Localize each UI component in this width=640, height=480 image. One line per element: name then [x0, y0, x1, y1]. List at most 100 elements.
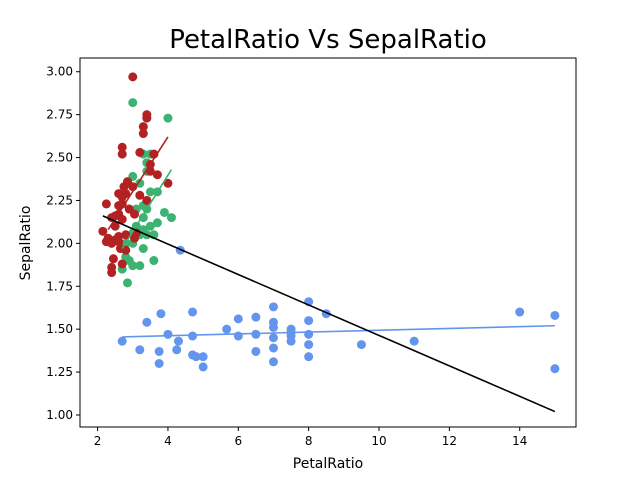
data-point-series-2 [119, 182, 129, 192]
data-point-series-0 [172, 345, 182, 355]
data-point-series-2 [114, 231, 124, 241]
data-point-series-0 [268, 343, 278, 353]
data-point-series-1 [138, 244, 148, 254]
data-point-series-0 [135, 345, 145, 355]
data-point-series-0 [188, 331, 198, 341]
y-tick-label: 3.00 [46, 65, 73, 79]
plot-area [98, 72, 560, 413]
data-point-series-0 [550, 364, 560, 374]
data-point-series-0 [304, 352, 314, 362]
y-axis: 1.00 1.25 1.50 1.75 2.00 2.25 2.50 2.75 3.00 [46, 65, 80, 422]
data-point-series-1 [145, 187, 155, 197]
y-tick-label: 1.50 [46, 322, 73, 336]
data-point-series-0 [251, 329, 261, 339]
data-point-series-2 [98, 226, 108, 236]
data-point-series-0 [356, 340, 366, 350]
data-point-series-0 [251, 346, 261, 356]
data-point-series-0 [268, 302, 278, 312]
data-point-series-0 [117, 336, 127, 346]
x-tick-label: 14 [512, 434, 527, 448]
data-point-series-0 [173, 336, 183, 346]
data-point-series-2 [138, 122, 148, 132]
data-point-series-2 [117, 199, 127, 209]
data-point-series-0 [515, 307, 525, 317]
data-point-series-1 [135, 261, 145, 271]
data-point-series-0 [233, 314, 243, 324]
fit-line-series-2 [107, 136, 169, 231]
y-tick-label: 1.25 [46, 365, 73, 379]
data-point-series-0 [154, 358, 164, 368]
x-tick-label: 4 [164, 434, 172, 448]
x-tick-label: 10 [371, 434, 386, 448]
y-tick-label: 2.50 [46, 151, 73, 165]
data-point-series-2 [108, 254, 118, 264]
x-tick-label: 2 [94, 434, 102, 448]
data-point-series-1 [159, 207, 169, 217]
data-point-series-1 [128, 261, 138, 271]
data-point-series-0 [409, 336, 419, 346]
x-axis-label: PetalRatio [293, 456, 363, 472]
x-axis: 2 4 6 8 10 12 14 [94, 427, 527, 448]
y-tick-label: 2.25 [46, 193, 73, 207]
chart-title: PetalRatio Vs SepalRatio [169, 25, 487, 55]
data-point-series-0 [156, 309, 166, 319]
data-point-series-2 [117, 259, 127, 269]
x-tick-label: 12 [442, 434, 457, 448]
data-point-series-1 [122, 278, 132, 288]
fit-line-series-3 [102, 215, 556, 413]
data-point-series-1 [128, 98, 138, 108]
data-point-series-0 [268, 333, 278, 343]
y-tick-label: 1.00 [46, 408, 73, 422]
data-point-series-0 [188, 307, 198, 317]
data-point-series-2 [142, 195, 152, 205]
data-point-series-0 [286, 336, 296, 346]
data-point-series-0 [304, 340, 314, 350]
data-point-series-0 [251, 312, 261, 322]
data-point-series-1 [152, 218, 162, 228]
data-point-series-0 [304, 329, 314, 339]
data-point-series-1 [149, 256, 159, 266]
y-tick-label: 1.75 [46, 279, 73, 293]
data-point-series-2 [117, 214, 127, 224]
data-point-series-0 [268, 322, 278, 332]
data-point-series-0 [268, 357, 278, 367]
data-point-series-2 [110, 221, 120, 231]
data-point-series-1 [145, 221, 155, 231]
data-point-series-0 [550, 310, 560, 320]
data-point-series-2 [107, 268, 117, 278]
data-point-series-1 [166, 213, 176, 223]
data-point-series-2 [117, 142, 127, 152]
y-tick-label: 2.00 [46, 236, 73, 250]
data-point-series-2 [152, 170, 162, 180]
data-point-series-2 [135, 147, 145, 157]
fit-line-series-1 [121, 169, 173, 249]
y-tick-label: 2.75 [46, 108, 73, 122]
x-tick-label: 8 [305, 434, 313, 448]
data-point-series-0 [154, 346, 164, 356]
data-point-series-2 [142, 113, 152, 123]
data-point-series-0 [163, 329, 173, 339]
data-point-series-0 [142, 317, 152, 327]
data-point-series-0 [191, 352, 201, 362]
data-point-series-2 [117, 149, 127, 159]
x-tick-label: 6 [234, 434, 242, 448]
data-point-series-0 [233, 331, 243, 341]
data-point-series-1 [163, 113, 173, 123]
data-point-series-1 [135, 178, 145, 188]
data-point-series-2 [117, 192, 127, 202]
data-point-series-2 [163, 178, 173, 188]
data-point-series-1 [138, 213, 148, 223]
data-point-series-2 [135, 190, 145, 200]
data-point-series-2 [101, 199, 111, 209]
plot-frame [79, 57, 577, 428]
data-point-series-2 [128, 72, 138, 82]
y-axis-label: SepalRatio [18, 206, 34, 281]
data-point-series-0 [198, 352, 208, 362]
data-point-series-2 [121, 230, 131, 240]
data-point-series-0 [304, 316, 314, 326]
data-point-series-2 [107, 238, 117, 248]
data-point-series-2 [130, 209, 140, 219]
data-point-series-0 [222, 324, 232, 334]
fit-line-series-0 [122, 324, 555, 338]
